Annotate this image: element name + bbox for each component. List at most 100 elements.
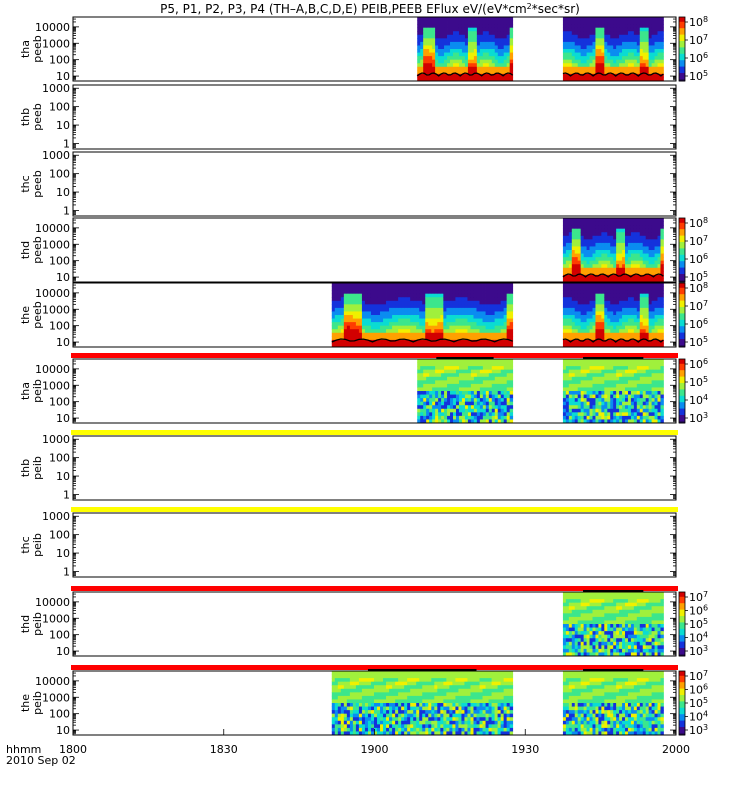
y-tick-label: 10 — [56, 470, 70, 483]
colorbar: 108 107 106 105 — [678, 281, 708, 350]
panel-frame — [72, 217, 677, 283]
y-tick-label: 1 — [63, 204, 70, 217]
y-tick-label: 10 — [56, 645, 70, 658]
y-tick-label: 10000 — [35, 675, 70, 688]
colorbar-label: 105 — [689, 696, 708, 711]
spectrogram-segment — [562, 590, 664, 657]
colorbar-label: 106 — [689, 357, 708, 372]
panel-frame — [72, 84, 677, 150]
panel-tha-peib: 10000 1000 100 10 thapeib 106 105 104 103 — [19, 353, 708, 425]
colorbar-label: 105 — [689, 270, 708, 285]
y-axis-label: thapeeb — [19, 35, 44, 63]
colorbar-label: 107 — [689, 33, 708, 48]
status-bar — [71, 665, 678, 670]
y-tick-label: 10 — [56, 336, 70, 349]
y-tick-label: 1000 — [42, 691, 70, 704]
panel-frame — [72, 16, 677, 82]
colorbar-label: 106 — [689, 317, 708, 332]
y-axis-label: thdpeeb — [19, 236, 44, 264]
colorbar-label: 107 — [689, 299, 708, 314]
panel-thd-peeb: 10000 1000 100 10 thdpeeb 108 107 106 105 — [19, 216, 708, 285]
y-axis-label: thcpeeb — [19, 170, 44, 198]
mode-flag — [367, 669, 477, 671]
y-tick-label: 1000 — [42, 303, 70, 316]
potential-line — [562, 72, 664, 77]
y-tick-label: 1 — [63, 137, 70, 150]
panel-frame — [72, 151, 677, 217]
y-tick-label: 10 — [56, 724, 70, 737]
panel-thc-peeb: 1000 100 10 1 thcpeeb — [19, 149, 677, 217]
y-tick-label: 10 — [56, 547, 70, 560]
x-tick-label: 1930 — [511, 743, 539, 756]
colorbar-label: 106 — [689, 682, 708, 697]
y-tick-label: 100 — [49, 255, 70, 268]
x-tick-label: 1900 — [361, 743, 389, 756]
status-bar — [71, 430, 678, 435]
potential-line — [416, 72, 514, 77]
panel-thb-peeb: 1000 100 10 1 thbpeeb — [19, 82, 677, 150]
y-axis-label: thdpeib — [19, 612, 44, 636]
x-axis-label: hhmm — [6, 743, 41, 756]
spectrogram-segment — [562, 283, 664, 348]
panel-thb-peib: 1000 100 10 1 thbpeib — [19, 430, 678, 501]
y-tick-label: 100 — [49, 396, 70, 409]
y-tick-label: 10 — [56, 412, 70, 425]
colorbar-label: 108 — [689, 15, 708, 30]
plot-title: P5, P1, P2, P3, P4 (TH–A,B,C,D,E) PEIB,P… — [160, 2, 580, 17]
y-axis-label: thbpeib — [19, 456, 44, 480]
y-tick-label: 1 — [63, 565, 70, 578]
spectrogram-segment — [416, 17, 514, 82]
colorbar-label: 107 — [689, 234, 708, 249]
colorbar-label: 103 — [689, 644, 708, 659]
x-tick-label: 1830 — [210, 743, 238, 756]
y-tick-label: 1000 — [42, 37, 70, 50]
colorbar-label: 106 — [689, 51, 708, 66]
mode-flag — [436, 357, 494, 359]
status-bar — [71, 507, 678, 512]
panel-frame — [72, 282, 677, 348]
y-tick-label: 1000 — [42, 510, 70, 523]
colorbar-label: 106 — [689, 252, 708, 267]
panel-the-peeb: 10000 1000 100 10 thepeeb 108 107 106 105 — [19, 281, 708, 350]
colorbar-label: 104 — [689, 393, 708, 408]
y-axis-label: thcpeib — [19, 533, 44, 557]
y-tick-label: 1000 — [42, 149, 70, 162]
colorbar-label: 103 — [689, 723, 708, 738]
y-axis-label: thepeeb — [19, 301, 44, 329]
y-tick-label: 1 — [63, 488, 70, 501]
colorbar-label: 106 — [689, 603, 708, 618]
x-tick-label: 1800 — [59, 743, 87, 756]
y-tick-label: 100 — [49, 529, 70, 542]
y-tick-label: 10 — [56, 186, 70, 199]
colorbar-label: 108 — [689, 281, 708, 296]
spectrogram-segment — [331, 669, 514, 736]
y-tick-label: 1000 — [42, 433, 70, 446]
colorbar: 106 105 104 103 — [678, 357, 708, 426]
y-tick-label: 10000 — [35, 222, 70, 235]
y-tick-label: 100 — [49, 708, 70, 721]
colorbar-label: 103 — [689, 411, 708, 426]
colorbar-label: 105 — [689, 335, 708, 350]
colorbar-label: 107 — [689, 669, 708, 684]
spectrogram-segment — [562, 17, 664, 82]
date-label: 2010 Sep 02 — [6, 754, 76, 767]
y-tick-label: 1000 — [42, 379, 70, 392]
spectrogram-segment — [562, 218, 664, 283]
panels: 10000100010010thapeeb1081071061051000100… — [19, 15, 708, 738]
colorbar: 108 107 106 105 — [678, 15, 708, 83]
y-tick-label: 100 — [49, 168, 70, 181]
y-tick-label: 100 — [49, 629, 70, 642]
colorbar: 108 107 106 105 — [678, 216, 708, 285]
status-bar — [71, 586, 678, 591]
y-tick-label: 1000 — [42, 612, 70, 625]
y-tick-label: 10 — [56, 70, 70, 83]
potential-line — [562, 273, 664, 278]
y-tick-label: 100 — [49, 452, 70, 465]
panel-tha-peeb: 10000 1000 100 10 thapeeb 108 107 106 105 — [19, 15, 708, 84]
